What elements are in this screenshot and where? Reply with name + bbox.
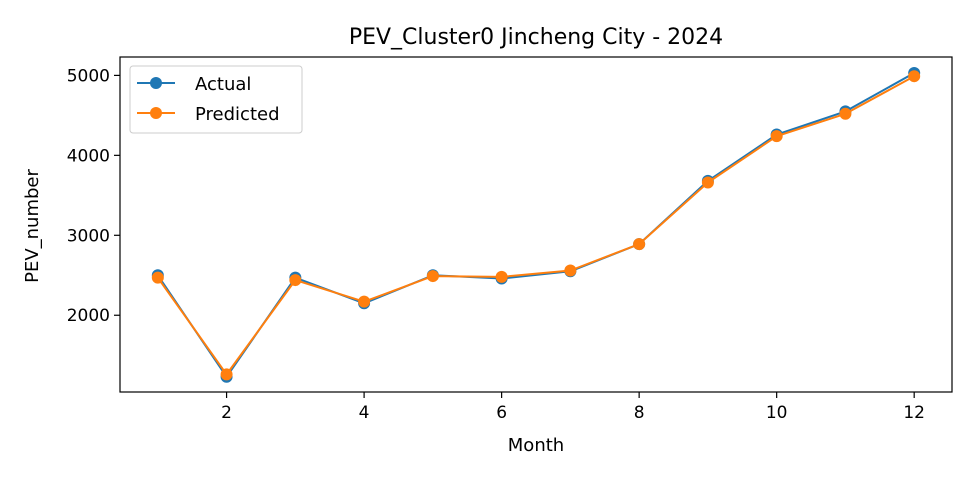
legend-swatch-predicted-marker [150, 107, 162, 119]
data-point-predicted [701, 176, 714, 189]
y-tick-label: 5000 [67, 66, 110, 86]
data-point-predicted [289, 274, 302, 287]
data-point-predicted [839, 107, 852, 120]
y-axis-label: PEV_number [22, 169, 43, 283]
y-tick-label: 4000 [67, 146, 110, 166]
data-point-predicted [220, 368, 233, 381]
series-layer [151, 66, 921, 383]
plot-frame [119, 56, 953, 393]
x-tick-label: 12 [903, 403, 925, 423]
data-point-predicted [426, 270, 439, 283]
x-tick-label: 10 [766, 403, 788, 423]
data-point-predicted [564, 264, 577, 277]
data-point-predicted [770, 130, 783, 143]
legend-label-actual: Actual [195, 74, 251, 95]
data-point-predicted [151, 271, 164, 284]
legend: Actual Predicted [129, 65, 303, 134]
y-axis-ticks: 2000 3000 4000 5000 [67, 66, 120, 326]
y-tick-label: 2000 [67, 306, 110, 326]
y-tick-label: 3000 [67, 226, 110, 246]
data-point-predicted [358, 295, 371, 308]
x-tick-label: 4 [359, 403, 370, 423]
data-point-predicted [495, 270, 508, 283]
chart-title: PEV_Cluster0 Jincheng City - 2024 [349, 25, 723, 50]
x-tick-label: 6 [496, 403, 507, 423]
x-axis-ticks: 2 4 6 8 10 12 [221, 392, 925, 423]
x-tick-label: 8 [634, 403, 645, 423]
plot-area: 2 4 6 8 10 12 2000 3000 4000 5000 [67, 56, 953, 423]
legend-swatch-actual-marker [150, 77, 162, 89]
legend-label-predicted: Predicted [195, 104, 280, 125]
x-axis-label: Month [508, 435, 564, 456]
series-line-predicted [156, 75, 915, 376]
data-point-predicted [633, 238, 646, 251]
x-tick-label: 2 [221, 403, 232, 423]
data-point-predicted [908, 70, 921, 83]
